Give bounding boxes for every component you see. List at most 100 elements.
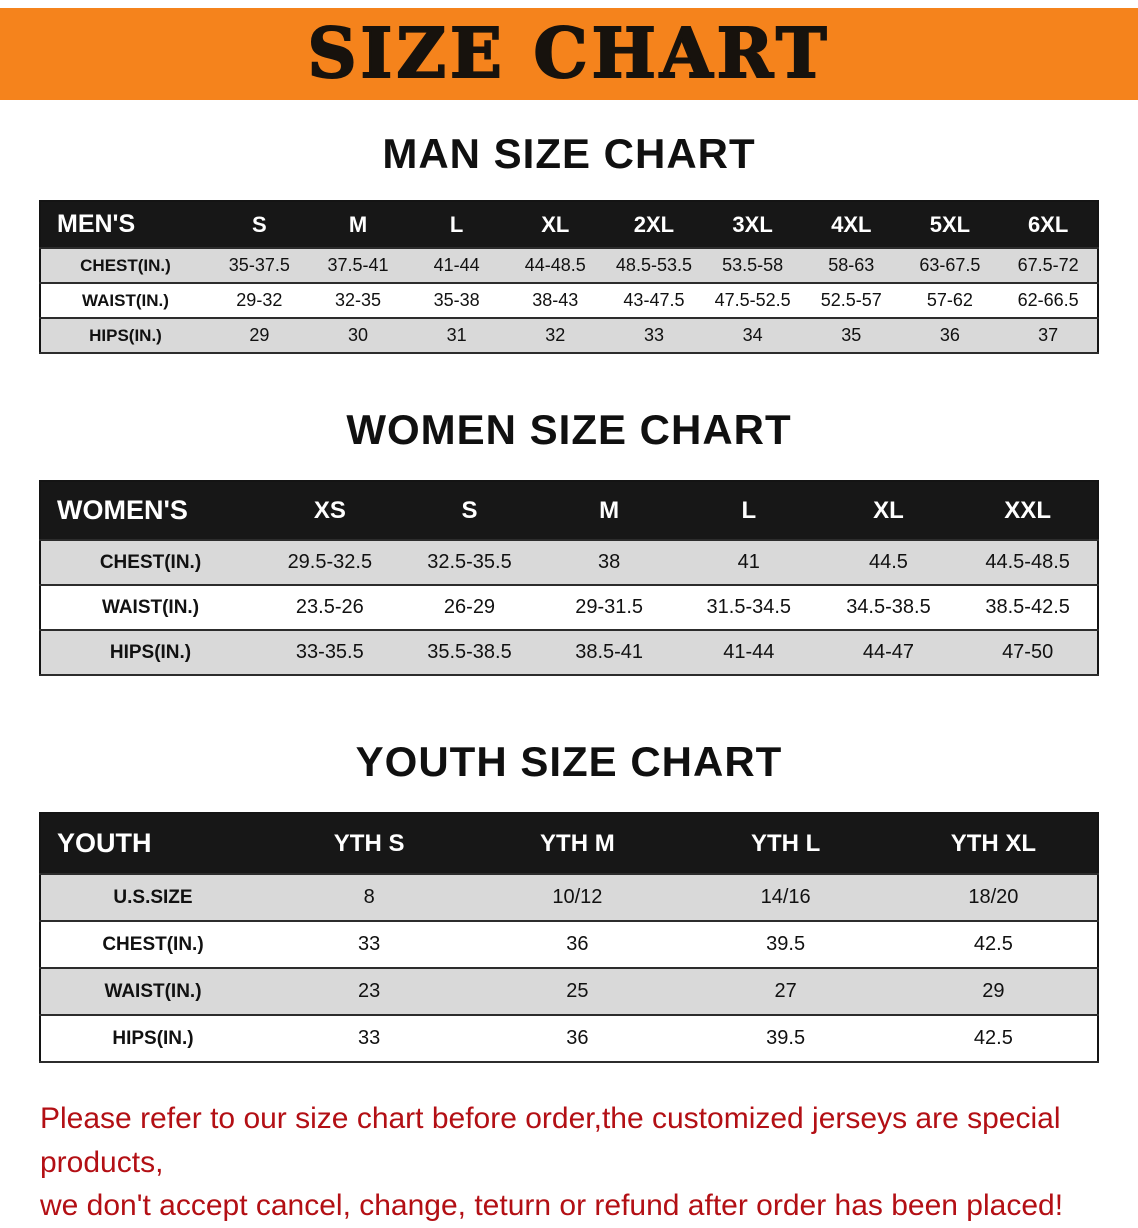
table-header-row: MEN'S S M L XL 2XL 3XL 4XL 5XL 6XL [40, 201, 1098, 248]
row-label-cell: HIPS(IN.) [109, 641, 192, 663]
youth-section-heading: YOUTH SIZE CHART [355, 738, 783, 785]
size-header-cell: YTH M [473, 813, 682, 874]
value-cell: 34.5-38.5 [846, 596, 931, 618]
size-header-cell: 4XL [801, 201, 901, 248]
value-cell: 36 [939, 325, 960, 345]
size-header-cell: M [539, 481, 679, 540]
value-cell: 42.5 [973, 1027, 1013, 1049]
size-header-cell: YTH S [265, 813, 474, 874]
measurement-row: WAIST(IN.) 29-32 32-35 35-38 38-43 43-47.5 47.… [40, 283, 1098, 318]
value-cell: 43-47.5 [623, 290, 685, 310]
value-cell: 53.5-58 [722, 255, 784, 275]
disclaimer-line-2: we don't accept cancel, change, teturn o… [40, 1189, 1064, 1222]
measurement-row: CHEST(IN.) 33 36 39.5 42.5 [40, 921, 1098, 968]
size-header-cell: XXL [958, 481, 1098, 540]
disclaimer-note: Please refer to our size chart before or… [40, 1097, 1100, 1228]
size-header-cell: L [678, 481, 819, 540]
value-cell: 67.5-72 [1017, 255, 1079, 275]
value-cell: 48.5-53.5 [615, 255, 692, 275]
value-cell: 38 [598, 551, 621, 573]
youth-size-table: YOUTH YTH S YTH M YTH L YTH XL U.S.SIZE 8 10/12… [39, 812, 1099, 1063]
value-cell: 33-35.5 [295, 641, 364, 663]
value-cell: 31 [446, 325, 467, 345]
table-header-row: WOMEN'S XS S M L XL XXL [40, 481, 1098, 540]
measurement-row: HIPS(IN.) 33-35.5 35.5-38.5 38.5-41 41-44 44-… [40, 630, 1098, 675]
value-cell: 36 [566, 1027, 589, 1049]
women-size-table: WOMEN'S XS S M L XL XXL CHEST(IN.) 29.5-32.5 32.5… [39, 480, 1099, 676]
value-cell: 33 [358, 933, 381, 955]
row-label-cell: CHEST(IN.) [102, 933, 204, 955]
value-cell: 23.5-26 [295, 596, 364, 618]
value-cell: 41-44 [433, 255, 480, 275]
measurement-row: CHEST(IN.) 29.5-32.5 32.5-35.5 38 41 44.5 44.5… [40, 540, 1098, 585]
value-cell: 32-35 [334, 290, 381, 310]
value-cell: 35.5-38.5 [427, 641, 512, 663]
size-header-cell: 6XL [999, 201, 1098, 248]
measurement-row: WAIST(IN.) 23.5-26 26-29 29-31.5 31.5-34.5 34… [40, 585, 1098, 630]
value-cell: 32 [545, 325, 566, 345]
value-cell: 25 [566, 980, 589, 1002]
size-header-cell: XL [505, 201, 605, 248]
value-cell: 38.5-41 [575, 641, 644, 663]
row-label-cell: WAIST(IN.) [101, 596, 200, 618]
value-cell: 39.5 [766, 933, 806, 955]
value-cell: 42.5 [973, 933, 1013, 955]
men-size-table: MEN'S S M L XL 2XL 3XL 4XL 5XL 6XL CHEST(IN.) 35-37… [39, 200, 1099, 354]
measurement-row: WAIST(IN.) 23 25 27 29 [40, 968, 1098, 1015]
men-section: MAN SIZE CHART MEN'S S M L XL 2XL 3XL 4XL 5XL 6XL… [0, 130, 1138, 354]
value-cell: 36 [566, 933, 589, 955]
value-cell: 41-44 [723, 641, 775, 663]
value-cell: 23 [358, 980, 381, 1002]
row-label-cell: WAIST(IN.) [104, 980, 202, 1002]
row-label-cell: HIPS(IN.) [112, 1027, 194, 1049]
size-header-cell: 2XL [604, 201, 704, 248]
value-cell: 47-50 [1002, 641, 1054, 663]
value-cell: 10/12 [552, 886, 603, 908]
table-header-row: YOUTH YTH S YTH M YTH L YTH XL [40, 813, 1098, 874]
value-cell: 37 [1038, 325, 1059, 345]
value-cell: 44.5 [868, 551, 908, 573]
value-cell: 37.5-41 [327, 255, 389, 275]
women-section: WOMEN SIZE CHART WOMEN'S XS S M L XL XXL CHEST(… [0, 406, 1138, 676]
youth-section: YOUTH SIZE CHART YOUTH YTH S YTH M YTH L YTH… [0, 738, 1138, 1063]
table-title-cell: MEN'S [40, 201, 210, 248]
measurement-row: U.S.SIZE 8 10/12 14/16 18/20 [40, 874, 1098, 921]
women-section-heading: WOMEN SIZE CHART [346, 406, 792, 453]
men-section-heading: MAN SIZE CHART [382, 130, 756, 177]
value-cell: 39.5 [766, 1027, 806, 1049]
value-cell: 33 [643, 325, 664, 345]
table-title-cell: WOMEN'S [40, 481, 260, 540]
value-cell: 52.5-57 [820, 290, 882, 310]
value-cell: 29 [982, 980, 1005, 1002]
size-header-cell: YTH L [681, 813, 890, 874]
banner: SIZE CHART [0, 8, 1138, 100]
value-cell: 18/20 [968, 886, 1019, 908]
size-header-cell: M [308, 201, 408, 248]
value-cell: 44-48.5 [524, 255, 586, 275]
size-header-cell: 5XL [900, 201, 1000, 248]
size-header-cell: S [399, 481, 540, 540]
value-cell: 58-63 [828, 255, 875, 275]
row-label-cell: HIPS(IN.) [89, 325, 162, 345]
value-cell: 38.5-42.5 [985, 596, 1070, 618]
row-label-cell: WAIST(IN.) [82, 290, 169, 310]
size-header-cell: YTH XL [889, 813, 1098, 874]
value-cell: 47.5-52.5 [714, 290, 791, 310]
value-cell: 62-66.5 [1017, 290, 1079, 310]
value-cell: 41 [737, 551, 760, 573]
measurement-row: HIPS(IN.) 33 36 39.5 42.5 [40, 1015, 1098, 1062]
value-cell: 44.5-48.5 [985, 551, 1070, 573]
value-cell: 31.5-34.5 [706, 596, 792, 618]
table-title-cell: YOUTH [40, 813, 265, 874]
measurement-row: HIPS(IN.) 29 30 31 32 33 34 35 36 37 [40, 318, 1098, 353]
row-label-cell: CHEST(IN.) [80, 255, 171, 275]
row-label-cell: U.S.SIZE [113, 886, 193, 908]
value-cell: 8 [363, 886, 375, 908]
value-cell: 35-38 [433, 290, 480, 310]
value-cell: 35 [841, 325, 862, 345]
value-cell: 63-67.5 [919, 255, 981, 275]
value-cell: 26-29 [443, 596, 496, 618]
measurement-row: CHEST(IN.) 35-37.5 37.5-41 41-44 44-48.5 48.5… [40, 248, 1098, 283]
value-cell: 29-32 [236, 290, 283, 310]
